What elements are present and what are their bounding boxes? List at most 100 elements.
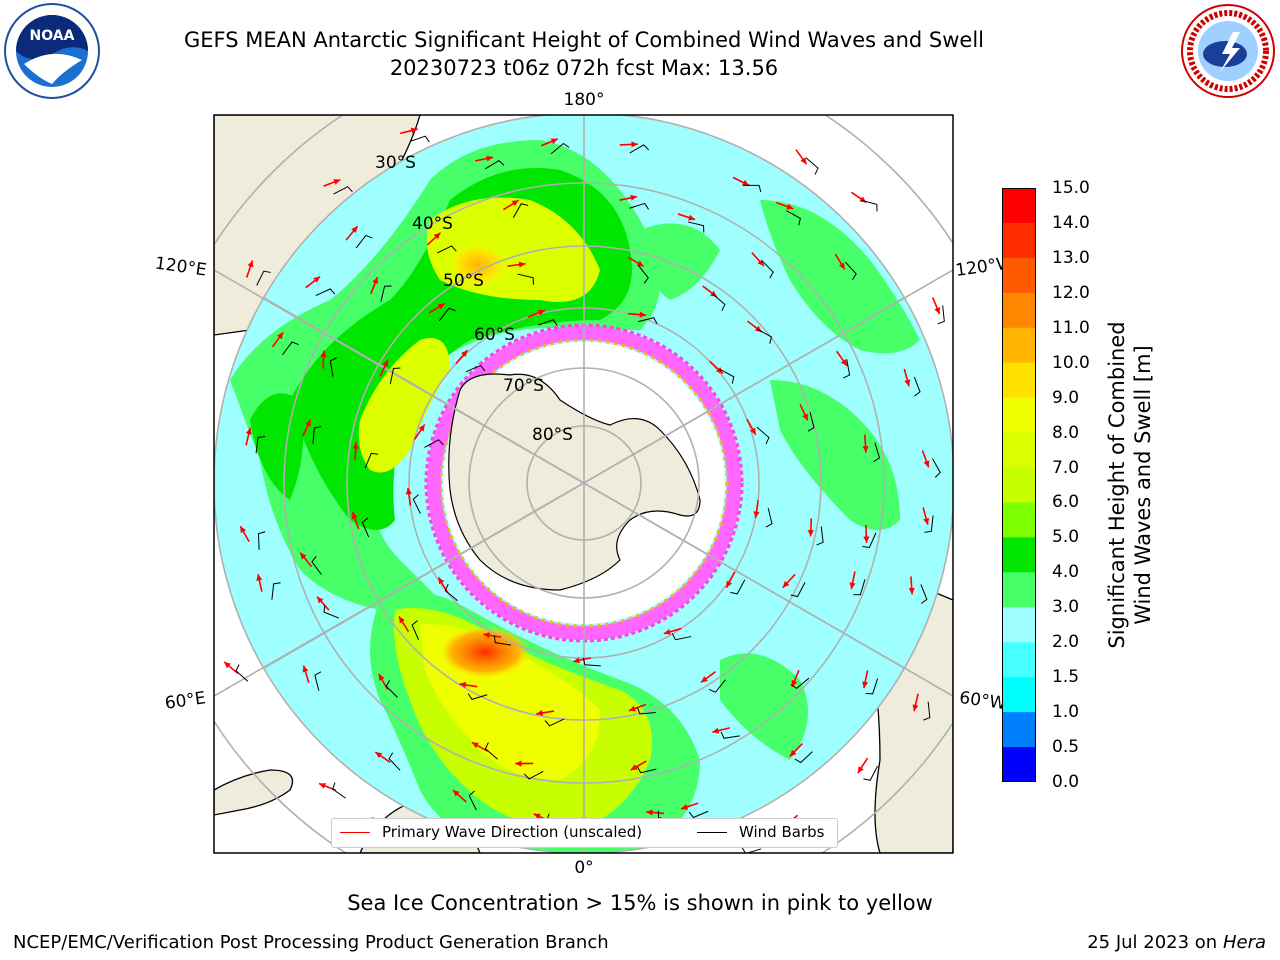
colorbar-tick-label: 4.0 [1052, 562, 1080, 583]
colorbar-segment [1002, 257, 1036, 294]
colorbar-tick-label: 5.0 [1052, 527, 1080, 548]
lat-label-70: 70°S [503, 376, 544, 396]
colorbar-tick-label: 6.0 [1052, 492, 1080, 513]
wind-barb [282, 341, 299, 356]
wind-barb [485, 159, 505, 170]
wave-arrow-head [300, 552, 307, 560]
wave-arrow-head [782, 580, 790, 588]
wave-arrow-head [433, 232, 441, 240]
colorbar-segment [1002, 222, 1036, 259]
wave-arrow-head [908, 587, 915, 595]
noaa-logo: NOAA [4, 3, 100, 99]
wave-arrow-head [515, 760, 522, 767]
wave-arrow-head [631, 141, 638, 148]
wave-arrow-head [807, 529, 814, 537]
wave-arrow-head [437, 303, 445, 310]
lat-label-50: 50°S [443, 271, 484, 291]
wave-arrow-head [639, 311, 647, 318]
wave-arrow-head [802, 413, 808, 421]
wave-arrow-head [372, 277, 379, 285]
wave-arrow-head [753, 511, 760, 518]
wind-barb [255, 435, 266, 454]
wind-barb [512, 203, 529, 218]
wave-arrow-head [857, 766, 864, 774]
wind-barb [629, 144, 650, 154]
wave-arrow-head [749, 427, 756, 435]
colorbar-tick-label: 15.0 [1052, 178, 1090, 198]
wind-barb [637, 264, 649, 284]
wind-barb [257, 531, 266, 550]
wave-arrow-head [863, 536, 870, 543]
wind-barb [923, 701, 931, 721]
wind-barb [636, 766, 657, 774]
colorbar-segment [1002, 572, 1036, 608]
wave-arrow-head [352, 442, 359, 449]
wave-arrow-head [382, 359, 388, 367]
colorbar-segment [1002, 292, 1036, 329]
wind-barb [311, 555, 322, 575]
wave-arrow-head [276, 332, 284, 340]
wave-arrow-head [483, 632, 490, 639]
wave-arrow-head [646, 809, 653, 816]
wind-barb [256, 270, 271, 286]
wind-barb [844, 261, 857, 281]
wind-barb [629, 202, 649, 210]
colorbar-segment [1002, 362, 1036, 399]
wave-arrow-head [716, 367, 723, 374]
wind-barb [484, 742, 498, 760]
wind-barb [467, 693, 488, 700]
wave-arrow-head [912, 704, 919, 712]
colorbar-segment [1002, 537, 1036, 573]
wind-barb [544, 718, 565, 727]
lon-label-0: 0° [574, 858, 593, 878]
wave-arrow-head [688, 214, 696, 221]
wind-barb [638, 317, 658, 325]
wind-barb [861, 199, 878, 212]
colorbar [1002, 188, 1036, 782]
wave-arrow-head [398, 616, 405, 624]
wave-arrow-head [840, 359, 848, 367]
wave-arrow-head [351, 226, 358, 234]
wave-arrow-head [700, 676, 708, 683]
colorbar-tick-label: 7.0 [1052, 457, 1080, 478]
wind-barb [329, 357, 337, 377]
wind-barb [315, 288, 336, 297]
legend-barb-line [697, 832, 727, 833]
wind-barb [863, 765, 878, 781]
wind-barb [853, 579, 866, 596]
wind-barb [743, 184, 762, 193]
colorbar-segment [1002, 397, 1036, 434]
wind-barb [582, 657, 601, 667]
wave-arrow-head [459, 681, 467, 688]
wave-arrow-head [536, 709, 543, 716]
map-legend: Primary Wave Direction (unscaled) Wind B… [331, 818, 838, 848]
wind-barb [913, 376, 921, 397]
wave-arrow-head [486, 155, 493, 162]
wave-arrow-head [849, 582, 856, 590]
colorbar-tick-label: 12.0 [1052, 282, 1090, 303]
colorbar-tick-label: 8.0 [1052, 422, 1080, 443]
wave-arrow-head [305, 419, 311, 427]
wave-arrow-head [240, 526, 247, 534]
legend-wave-label: Primary Wave Direction (unscaled) [382, 823, 643, 841]
lon-label-120e: 120°E [154, 254, 208, 281]
wave-arrow-head [461, 350, 468, 357]
wave-arrow-head [537, 309, 545, 316]
wave-arrow-head [410, 127, 418, 134]
wind-barb [235, 664, 249, 682]
wind-barb [790, 582, 806, 598]
chart-subtitle: 20230723 t06z 072h fcst Max: 13.56 [389, 56, 779, 80]
wind-barb [323, 605, 340, 619]
colorbar-segment [1002, 747, 1036, 782]
colorbar-tick-label: 9.0 [1052, 387, 1080, 408]
lat-label-30: 30°S [375, 153, 416, 173]
colorbar-segment [1002, 467, 1036, 503]
wave-arrow-head [630, 764, 638, 771]
wind-barb [364, 452, 379, 469]
wind-barb [937, 305, 945, 325]
lon-label-180: 180° [564, 90, 605, 110]
wind-barb [865, 678, 879, 695]
colorbar-tick-label: 2.0 [1052, 632, 1080, 653]
lat-label-80: 80°S [532, 425, 573, 445]
wind-barb [720, 731, 740, 739]
